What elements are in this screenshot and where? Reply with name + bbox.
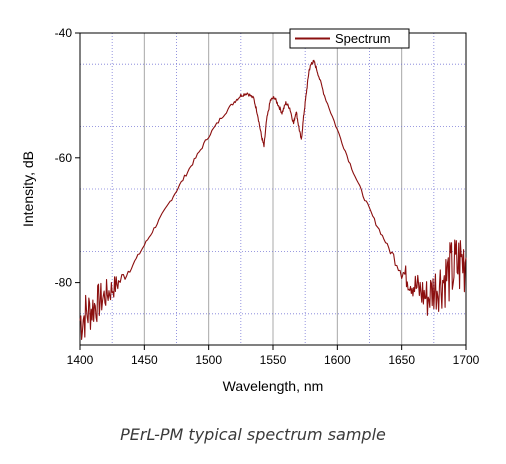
x-tick-label: 1550: [260, 353, 287, 367]
legend: Spectrum: [289, 28, 410, 49]
x-axis-title: Wavelength, nm: [223, 378, 324, 394]
x-tick-label: 1700: [453, 353, 480, 367]
y-tick-label: -80: [55, 276, 73, 290]
series-layer: [79, 59, 467, 341]
x-tick-label: 1500: [195, 353, 222, 367]
x-tick-label: 1650: [388, 353, 415, 367]
legend-box: [289, 28, 410, 49]
y-tick-label: -40: [55, 26, 73, 40]
y-tick-label: -60: [55, 151, 73, 165]
spectrum-chart: 1400 1450 1500 1550 1600 1650 1700 -40 -60 -80 Wa…: [20, 26, 480, 394]
figure-caption: PErL-PM typical spectrum sample: [120, 425, 386, 444]
grid: [80, 33, 466, 345]
x-tick-label: 1450: [131, 353, 158, 367]
axis-ticks: 1400 1450 1500 1550 1600 1650 1700 -40 -60 -80: [55, 26, 480, 367]
x-tick-label: 1600: [324, 353, 351, 367]
legend-label: Spectrum: [335, 31, 391, 46]
y-axis-title: Intensity, dB: [20, 151, 36, 227]
spectrum-line: [79, 59, 467, 341]
x-tick-label: 1400: [67, 353, 94, 367]
